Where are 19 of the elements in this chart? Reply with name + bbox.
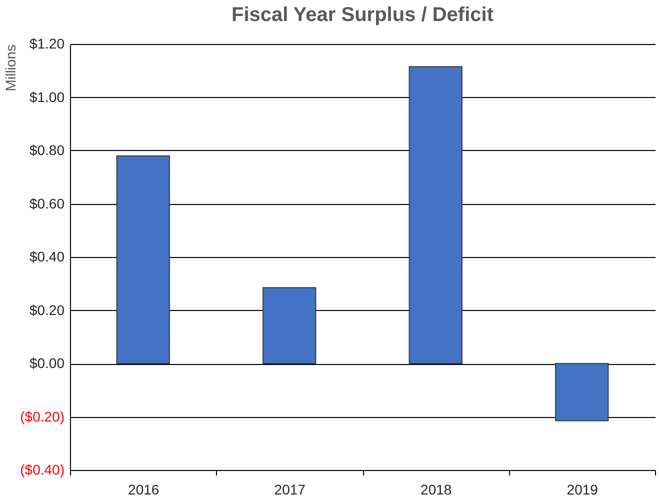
y-tick-label: $0.60 <box>29 195 65 212</box>
y-tick-label: ($0.40) <box>20 462 64 478</box>
bar <box>116 155 170 364</box>
y-tick-label: $0.20 <box>29 302 65 318</box>
bar <box>408 66 462 364</box>
x-tick-label: 2018 <box>420 482 452 498</box>
chart-title: Fiscal Year Surplus / Deficit <box>232 4 494 26</box>
y-tick-label: $0.80 <box>29 142 65 158</box>
y-tick-label: $1.20 <box>29 36 65 52</box>
y-tick-label: ($0.20) <box>20 408 64 424</box>
x-tick-label: 2019 <box>566 482 598 498</box>
bar <box>555 363 609 422</box>
y-tick-label: $0.40 <box>29 248 65 264</box>
y-tick-label: $1.00 <box>29 88 65 105</box>
bar <box>262 287 316 364</box>
y-axis-title: Millions <box>2 44 18 92</box>
x-tick-label: 2016 <box>128 482 160 498</box>
x-tick-label: 2017 <box>274 482 306 498</box>
y-tick-label: $0.00 <box>29 355 65 371</box>
